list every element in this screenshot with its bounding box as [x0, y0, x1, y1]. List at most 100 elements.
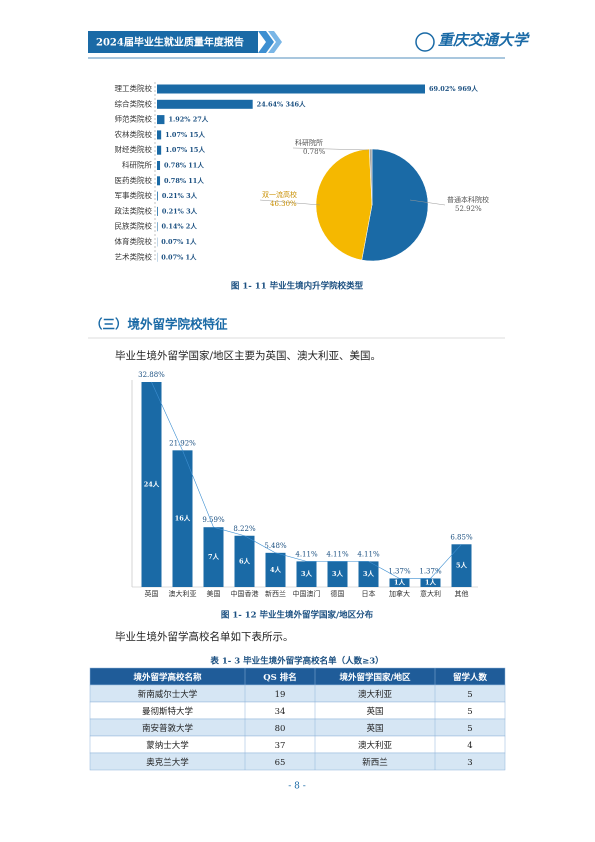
- bar-count-label: 7人: [208, 552, 220, 561]
- pie-category-label: 双一流高校: [262, 190, 297, 199]
- table-cell: 澳大利亚: [358, 689, 393, 700]
- table-cell: 3: [467, 758, 472, 768]
- pie-value-label: 52.92%: [455, 205, 482, 213]
- table-cell: 37: [275, 741, 286, 751]
- table-cell: 蒙纳士大学: [146, 740, 189, 751]
- bar: [157, 206, 158, 216]
- bar-value-label: 1.07% 15人: [165, 145, 205, 154]
- bar-value-label: 0.21% 3人: [162, 191, 198, 200]
- bar-count-label: 5人: [456, 561, 468, 570]
- bar-value-label: 1.37%: [388, 567, 411, 575]
- table-cell: 5: [467, 690, 472, 700]
- bar-category-label: 财经类院校: [115, 144, 153, 154]
- pie-category-label: 普通本科院校: [447, 195, 489, 204]
- bar: [157, 99, 253, 109]
- figure-caption: 图 1- 11 毕业生境内升学院校类型: [231, 281, 364, 292]
- bar: [296, 561, 317, 587]
- bar-value-label: 4.11%: [357, 550, 380, 558]
- leader-line: [409, 199, 446, 206]
- leader-line: [259, 199, 321, 206]
- bar-value-label: 5.48%: [264, 542, 287, 550]
- bar: [327, 561, 348, 587]
- pie-category-label: 科研院所: [295, 138, 323, 147]
- table-cell: 80: [275, 724, 286, 734]
- table-cell: 19: [275, 690, 286, 700]
- bar-count-label: 24人: [144, 480, 160, 489]
- bar: [451, 544, 472, 587]
- table-cell: 英国: [366, 706, 383, 717]
- bar: [172, 450, 193, 587]
- x-tick-label: 其他: [455, 589, 469, 598]
- x-tick-label: 德国: [331, 589, 345, 598]
- bar-category-label: 科研院所: [122, 160, 152, 170]
- bar-value-label: 9.59%: [202, 516, 225, 524]
- bar-category-label: 医药类院校: [115, 175, 153, 185]
- paragraph: 毕业生境外留学国家/地区主要为英国、澳大利亚、美国。: [115, 349, 381, 362]
- pie-slice: [361, 148, 429, 262]
- header-banner: [88, 31, 258, 53]
- table-cell: 4: [467, 741, 472, 751]
- bar: [157, 84, 425, 94]
- bar-category-label: 师范类院校: [115, 114, 153, 124]
- bar-value-label: 1.37%: [419, 567, 442, 575]
- table-cell: 新南威尔士大学: [138, 689, 198, 700]
- bar-value-label: 0.78% 11人: [164, 161, 204, 170]
- bar: [157, 191, 158, 201]
- bar-value-label: 32.88%: [138, 371, 165, 379]
- bar-count-label: 6人: [239, 556, 251, 565]
- bar-value-label: 0.07% 1人: [161, 252, 197, 261]
- figure-caption: 图 1- 12 毕业生境外留学国家/地区分布: [221, 610, 374, 621]
- table-cell: 南安普敦大学: [142, 723, 194, 734]
- bar: [157, 176, 161, 186]
- table-cell: 澳大利亚: [358, 740, 393, 751]
- bar-value-label: 21.92%: [169, 439, 196, 447]
- bar: [157, 115, 165, 125]
- bar-category-label: 农林类院校: [115, 129, 153, 139]
- bar-category-label: 艺术类院校: [115, 251, 153, 261]
- table-caption: 表 1- 3 毕业生境外留学高校名单（人数≥3）: [209, 656, 383, 667]
- x-tick-label: 加拿大: [389, 589, 410, 598]
- bar-count-label: 3人: [332, 569, 344, 578]
- bar-value-label: 1.07% 15人: [165, 130, 205, 139]
- pie-slice: [315, 148, 373, 261]
- trend-line: [151, 381, 462, 579]
- logo-text: 重庆交通大学: [438, 31, 530, 49]
- x-tick-label: 中国香港: [231, 589, 259, 598]
- table-cell: 34: [275, 707, 286, 717]
- bar-count-label: 1人: [394, 578, 406, 587]
- bar-category-label: 政法类院校: [115, 205, 153, 215]
- bar-value-label: 69.02% 969人: [429, 84, 478, 93]
- bar: [157, 161, 161, 170]
- bar: [203, 527, 224, 587]
- bar: [265, 552, 286, 587]
- bar-category-label: 体育类院校: [115, 236, 153, 246]
- bar: [234, 535, 255, 587]
- x-tick-label: 日本: [362, 589, 376, 598]
- bar-count-label: 3人: [363, 569, 375, 578]
- bar-value-label: 4.11%: [295, 550, 318, 558]
- table-row: [89, 752, 506, 771]
- table-header-cell: QS 排名: [263, 672, 297, 683]
- table-cell: 曼彻斯特大学: [142, 706, 194, 717]
- bar-count-label: 3人: [301, 569, 313, 578]
- bar-category-label: 综合类院校: [115, 98, 153, 108]
- x-tick-label: 新西兰: [265, 589, 286, 598]
- section-heading: （三）境外留学院校特征: [90, 317, 228, 332]
- bar-value-label: 4.11%: [326, 550, 349, 558]
- bar: [141, 382, 162, 587]
- table-cell: 奥克兰大学: [146, 757, 189, 768]
- pie-value-label: 0.78%: [303, 148, 326, 156]
- bar-count-label: 4人: [270, 565, 282, 574]
- paragraph: 毕业生境外留学高校名单如下表所示。: [115, 630, 294, 643]
- bar-value-label: 0.14% 2人: [162, 222, 198, 231]
- bar: [157, 145, 162, 155]
- bar-value-label: 8.22%: [233, 525, 256, 533]
- bar-category-label: 理工类院校: [115, 83, 153, 93]
- x-tick-label: 意大利: [420, 589, 441, 598]
- bar: [157, 130, 162, 140]
- bar-category-label: 民族类院校: [115, 221, 153, 231]
- pie-slice: [368, 148, 373, 206]
- bar-value-label: 0.78% 11人: [164, 176, 204, 185]
